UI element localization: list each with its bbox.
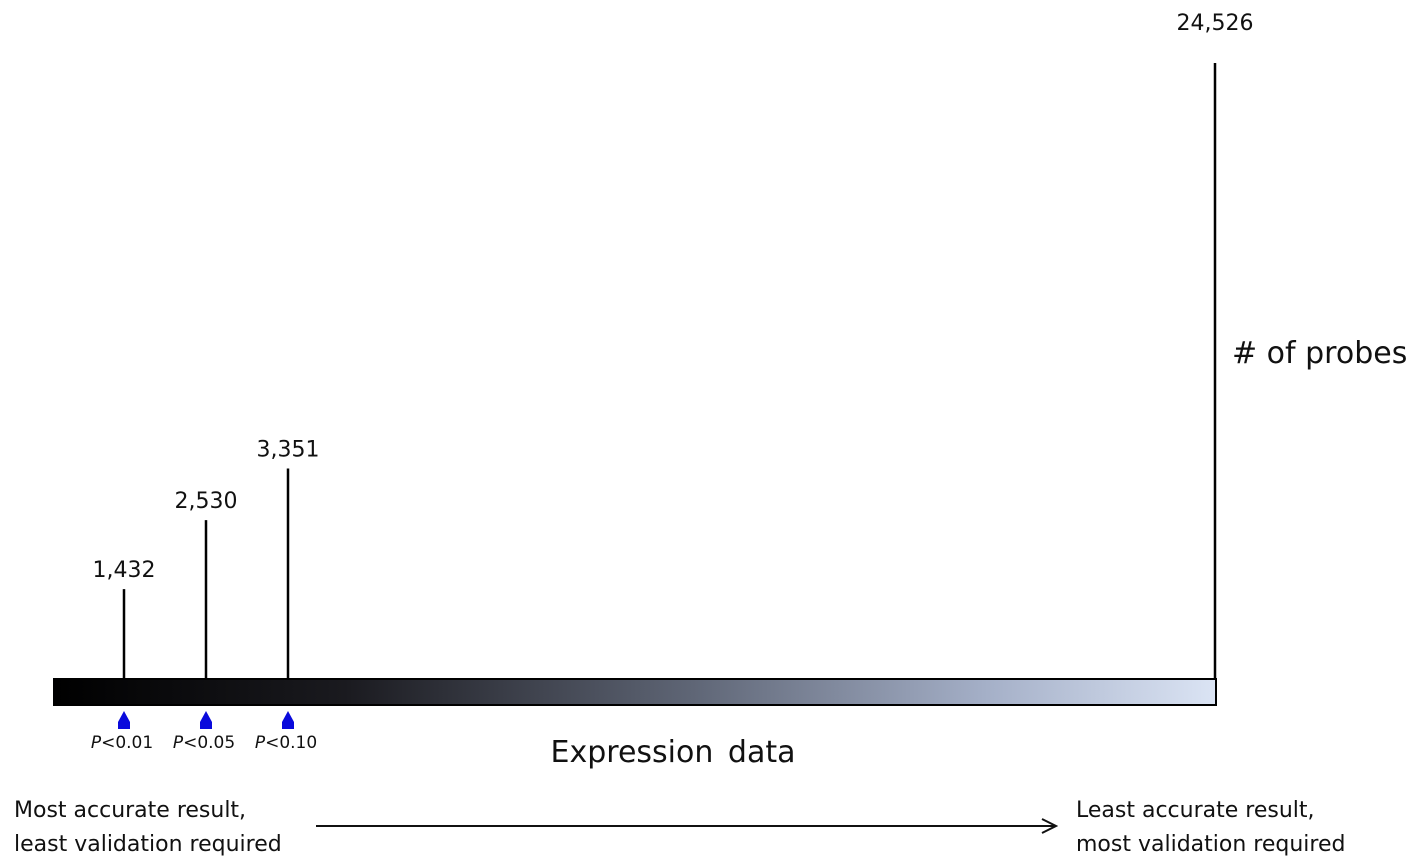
threshold-label-1: P<0.01 [91, 733, 153, 753]
value-lines [122, 63, 1217, 679]
y-axis-title: # of probes [1232, 336, 1407, 371]
threshold-marker-2 [200, 711, 212, 729]
right-caption-line2: most validation required [1076, 832, 1345, 857]
expression-gradient-bar [53, 678, 1217, 706]
x-axis-title: Expression data [551, 735, 796, 770]
value-label-4: 24,526 [1177, 11, 1254, 36]
value-label-1: 1,432 [93, 558, 156, 583]
threshold-labels: P<0.01 P<0.05 P<0.10 [91, 733, 317, 753]
value-label-3: 3,351 [257, 438, 320, 463]
value-labels: 1,432 2,530 3,351 24,526 [93, 11, 1254, 583]
threshold-marker-1 [118, 711, 130, 729]
threshold-markers [118, 711, 294, 729]
left-caption-line1: Most accurate result, [14, 798, 246, 823]
threshold-label-2: P<0.05 [173, 733, 235, 753]
threshold-label-3: P<0.10 [255, 733, 317, 753]
left-caption-line2: least validation required [14, 832, 282, 857]
right-caption-line1: Least accurate result, [1076, 798, 1315, 823]
threshold-marker-3 [282, 711, 294, 729]
value-label-2: 2,530 [175, 489, 238, 514]
